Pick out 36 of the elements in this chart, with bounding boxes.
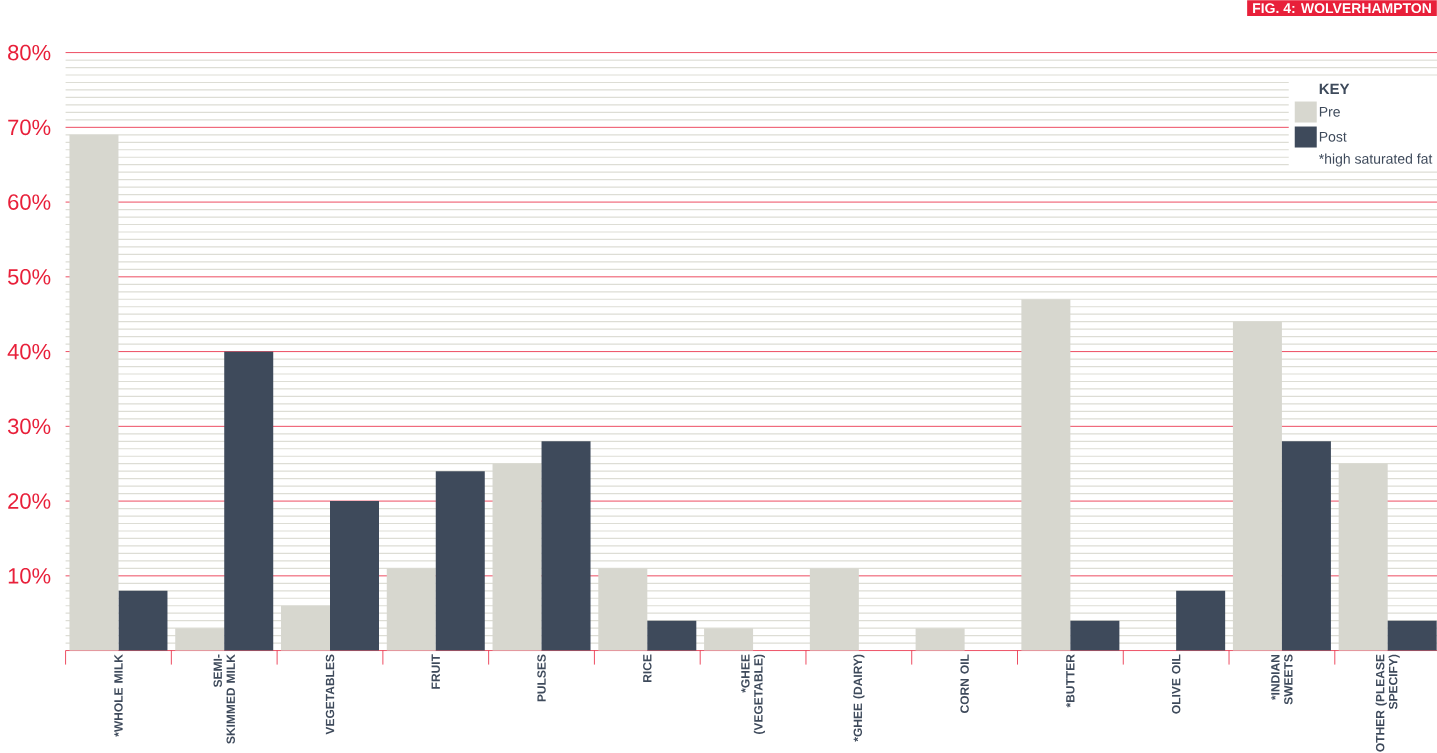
x-tick-label: *BUTTER [1066, 654, 1075, 708]
x-tick-label: *GHEE (DAIRY) [853, 654, 865, 742]
bar [1281, 441, 1331, 651]
x-tick-label: FRUIT [431, 654, 440, 689]
y-tick-label: 60% [8, 194, 51, 210]
bar [541, 441, 591, 651]
x-tick-label: VEGETABLES [325, 654, 335, 735]
x-tick-label: *GHEE (VEGETABLE) [741, 654, 766, 734]
legend-label: Pre [1319, 106, 1340, 117]
bar [435, 471, 485, 651]
y-tick-label: 10% [8, 568, 51, 584]
y-tick-label: 40% [7, 343, 51, 360]
x-tick-label: OTHER (PLEASE SPECIFY) [1375, 654, 1400, 752]
legend-label: Post [1319, 131, 1347, 142]
x-tick-label: PULSES [537, 654, 546, 702]
bar [1176, 590, 1226, 651]
y-tick-label: 30% [7, 418, 51, 435]
x-tick-label: *WHOLE MILK [114, 654, 123, 737]
y-tick-label: 50% [7, 269, 51, 285]
bar [224, 351, 274, 651]
y-tick-label: 20% [8, 493, 51, 509]
y-tick-label: 70% [8, 119, 51, 136]
bar [1070, 620, 1120, 651]
x-tick-label: OLIVE OIL [1171, 654, 1181, 714]
x-tick-label: CORN OIL [960, 654, 969, 713]
bar [647, 620, 697, 651]
bar [1387, 620, 1437, 651]
legend-title: KEY [1319, 83, 1350, 95]
x-tick-label: *INDIAN SWEETS [1271, 654, 1293, 705]
chart-title: FIG. 4: WOLVERHAMPTON [1253, 3, 1431, 14]
annotation: *high saturated fat [1318, 153, 1433, 167]
bar [330, 501, 379, 651]
y-tick-label: 80% [8, 44, 51, 61]
x-tick-label: SEMI-SKIMMED MILK [213, 654, 235, 744]
bar [118, 590, 168, 651]
x-tick-label: RICE [643, 654, 652, 682]
